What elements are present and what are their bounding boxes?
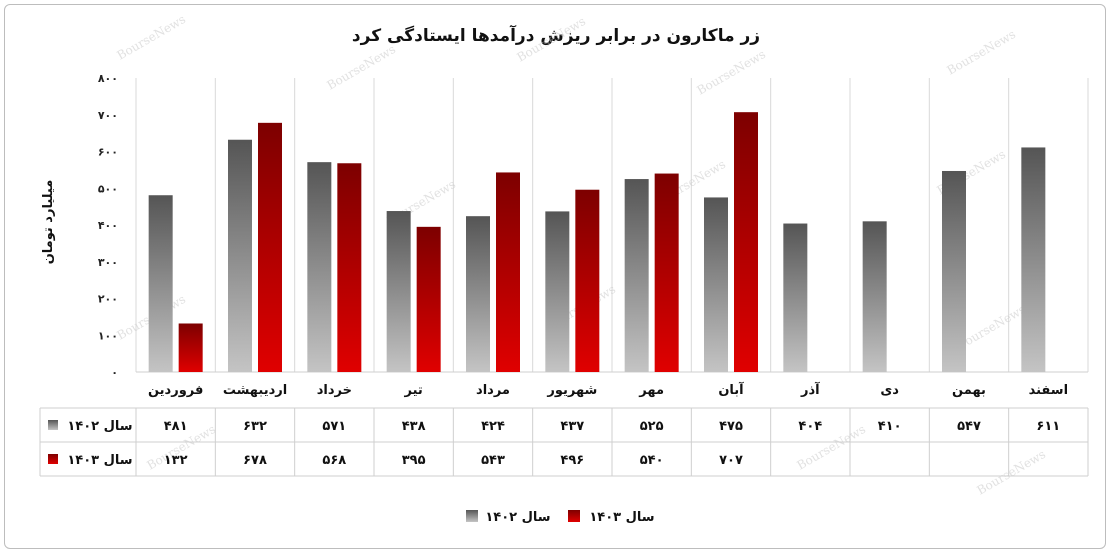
table-cell: ۵۴۳ [481, 453, 505, 468]
bar-series-1402 [704, 197, 728, 372]
category-label: مهر [638, 383, 664, 398]
legend-label: سال ۱۴۰۳ [589, 510, 654, 525]
category-label: دی [880, 383, 899, 398]
legend-label: سال ۱۴۰۲ [485, 510, 550, 525]
y-tick-label: ۷۰۰ [98, 109, 118, 122]
bar-series-1403 [575, 189, 600, 372]
table-cell: ۴۳۸ [402, 419, 426, 434]
legend-swatch [568, 510, 580, 522]
category-label: اسفند [1029, 383, 1068, 398]
y-tick-label: ۴۰۰ [98, 219, 118, 232]
bar-series-1403 [178, 323, 203, 372]
table-cell: ۴۲۴ [481, 419, 505, 434]
table-cell: ۶۷۸ [243, 453, 267, 468]
bar-series-1402 [307, 162, 332, 372]
chart-title: زر ماکارون در برابر ریزش درآمدها ایستادگ… [352, 24, 760, 46]
table-cell: ۶۱۱ [1036, 419, 1060, 434]
table-cell: ۴۷۵ [719, 419, 743, 434]
category-label: آبان [718, 381, 744, 398]
bar-series-1402 [228, 139, 252, 372]
bar-series-1402 [942, 170, 966, 372]
table-cell: ۵۴۰ [640, 453, 664, 468]
y-tick-label: ۱۰۰ [98, 329, 118, 342]
watermark: BourseNews [325, 42, 399, 93]
bar-series-1402 [466, 216, 490, 372]
category-label: اردیبهشت [223, 383, 287, 398]
legend-swatch [466, 510, 478, 522]
y-tick-label: ۸۰۰ [98, 72, 118, 85]
table-row-label: سال ۱۴۰۳ [67, 453, 132, 468]
table-cell: ۷۰۷ [719, 453, 743, 468]
bar-series-1402 [862, 221, 887, 372]
table-swatch [48, 420, 58, 430]
y-tick-label: ۳۰۰ [98, 256, 118, 269]
table-cell: ۶۳۲ [243, 419, 267, 434]
watermark: BourseNews [695, 47, 769, 98]
y-tick-label: ۲۰۰ [98, 293, 118, 306]
category-label: شهریور [546, 383, 597, 398]
bar-series-1403 [416, 226, 441, 372]
bar-series-1403 [734, 112, 758, 373]
table-cell: ۳۹۵ [402, 453, 426, 468]
y-tick-label: ۶۰۰ [98, 146, 118, 159]
watermark: BourseNews [945, 27, 1019, 78]
bar-series-1403 [496, 172, 520, 372]
bar-series-1402 [783, 223, 808, 372]
y-tick-label: ۰ [111, 366, 118, 379]
bar-series-1403 [258, 122, 282, 373]
category-label: آذر [800, 381, 820, 398]
table-cell: ۴۰۴ [798, 419, 822, 434]
watermark: BourseNews [975, 447, 1049, 498]
category-label: بهمن [952, 383, 986, 398]
category-label: مرداد [476, 383, 510, 398]
table-cell: ۴۸۱ [164, 419, 188, 434]
bar-series-1402 [386, 211, 411, 372]
bar-series-1403 [654, 173, 679, 372]
bar-series-1403 [337, 163, 362, 372]
bar-series-1402 [1021, 147, 1046, 372]
table-row-label: سال ۱۴۰۲ [67, 419, 132, 434]
category-label: فروردین [148, 383, 203, 398]
table-cell: ۴۱۰ [878, 419, 902, 434]
table-cell: ۱۳۲ [164, 453, 188, 468]
y-tick-label: ۵۰۰ [98, 182, 118, 195]
watermark: BourseNews [115, 12, 189, 63]
table-cell: ۵۷۱ [322, 419, 346, 434]
table-cell: ۴۹۶ [560, 453, 584, 468]
category-label: تیر [404, 383, 423, 398]
table-cell: ۴۳۷ [560, 419, 584, 434]
bar-series-1402 [545, 211, 570, 372]
table-cell: ۵۶۸ [322, 453, 346, 468]
table-cell: ۵۲۵ [640, 419, 664, 434]
y-axis-label: میلیارد تومان [41, 180, 56, 265]
bar-series-1402 [624, 179, 649, 372]
table-cell: ۵۴۷ [957, 419, 981, 434]
table-swatch [48, 454, 58, 464]
category-label: خرداد [317, 383, 352, 398]
bar-series-1402 [148, 195, 173, 372]
